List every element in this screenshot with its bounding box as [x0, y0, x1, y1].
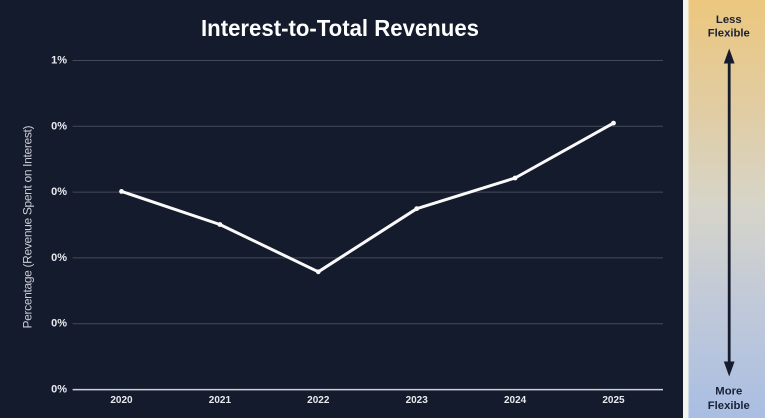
svg-text:More: More — [715, 386, 742, 398]
svg-text:0%: 0% — [51, 384, 67, 396]
svg-text:2025: 2025 — [602, 395, 625, 406]
svg-text:Flexible: Flexible — [708, 28, 750, 40]
svg-text:1%: 1% — [51, 55, 67, 67]
svg-text:2022: 2022 — [307, 395, 330, 406]
svg-text:0%: 0% — [51, 120, 67, 132]
svg-text:0%: 0% — [51, 318, 67, 330]
svg-text:Flexible: Flexible — [708, 400, 750, 412]
svg-text:2024: 2024 — [504, 395, 527, 406]
svg-text:0%: 0% — [51, 252, 67, 264]
svg-text:0%: 0% — [51, 186, 67, 198]
svg-text:2023: 2023 — [406, 395, 429, 406]
svg-text:2020: 2020 — [110, 395, 133, 406]
svg-text:Less: Less — [716, 14, 742, 26]
svg-text:2021: 2021 — [209, 395, 232, 406]
svg-text:Interest-to-Total Revenues: Interest-to-Total Revenues — [201, 15, 479, 41]
svg-text:Percentage (Revenue Spent on I: Percentage (Revenue Spent on Interest) — [21, 126, 35, 329]
